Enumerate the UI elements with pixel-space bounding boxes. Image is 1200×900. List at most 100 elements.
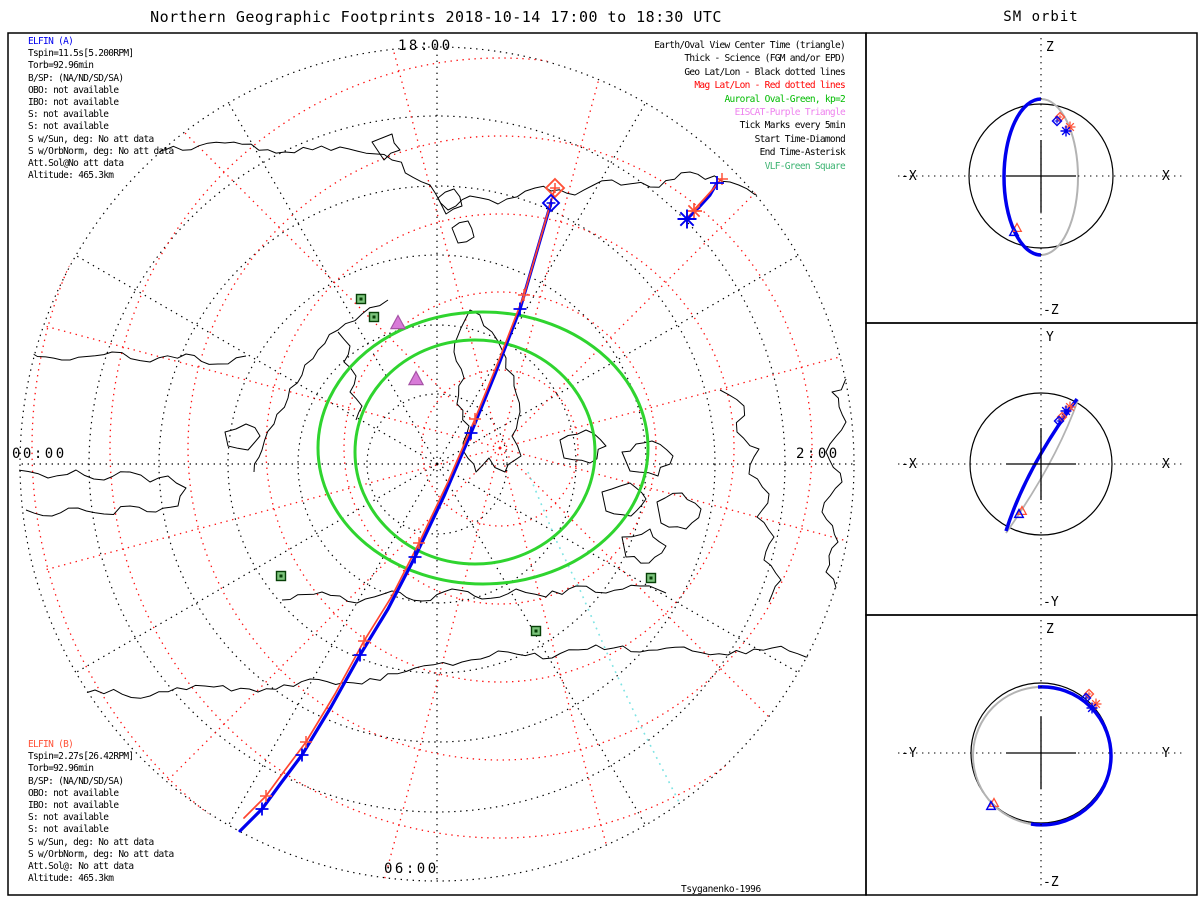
end-asterisk-marker (1060, 405, 1072, 417)
elfin-b-info-line-0: Tspin=2.27s[26.42RPM] (28, 751, 134, 763)
coastline-path (719, 389, 782, 603)
geo-meridian (227, 463, 438, 826)
panel3-axis-left-label: -Y (901, 746, 917, 761)
satellite-footprints (238, 178, 722, 833)
legend-line-5: EISCAT-Purple Triangle (734, 107, 846, 119)
tick-plus-marker (1056, 418, 1062, 424)
mag-meridian (167, 115, 501, 449)
geo-meridian (436, 463, 647, 826)
mag-meridian (499, 115, 833, 449)
mag-meridian (377, 46, 501, 449)
geo-meridian (227, 102, 438, 465)
coastline-path (224, 423, 261, 451)
vlf-square-dot (359, 297, 363, 301)
legend-line-6: Tick Marks every 5min (739, 120, 846, 132)
elfin-a-info-line-2: B/SP: (NA/ND/SD/SA) (28, 72, 124, 84)
elfin-b-info-line-8: S w/OrbNorm, deg: No att data (28, 848, 174, 860)
footprint-track (243, 187, 556, 819)
tick-plus-marker (546, 198, 556, 208)
mag-meridian (499, 447, 855, 571)
geo-lat-circle (19, 46, 855, 882)
start-diamond-marker (1053, 415, 1065, 427)
elfin-a-info-line-5: S: not available (28, 109, 109, 121)
tick-plus-marker (413, 537, 425, 549)
mag-meridian (45, 447, 501, 571)
start-diamond-marker (1051, 115, 1063, 127)
tick-plus-marker (353, 648, 367, 662)
elfin-b-info-line-7: S w/Sun, deg: No att data (28, 836, 154, 848)
vlf-square-dot (649, 576, 653, 580)
end-asterisk-marker (1090, 698, 1102, 710)
elfin-a-info-line-6: S: not available (28, 121, 109, 133)
end-asterisk-marker (686, 203, 702, 219)
mag-meridian (167, 447, 501, 781)
orbit-science-xz (1002, 97, 1042, 257)
elfin-b-info-line-6: S: not available (28, 824, 109, 836)
elfin-a-title: ELFIN (A) (28, 36, 74, 47)
panel1-axis-top-label: Z (1046, 40, 1054, 55)
tick-plus-marker (550, 183, 560, 193)
tick-plus-marker (513, 302, 527, 316)
panel2-axis-left-label: -X (901, 457, 917, 472)
ground-sites (275, 293, 657, 637)
legend-line-0: Earth/Oval View Center Time (triangle) (654, 40, 845, 51)
panel2-axis-top-label: Y (1046, 330, 1054, 345)
mag-lat-circle (31, 46, 855, 882)
elfin-a-info-line-0: Tspin=11.5s[5.200RPM] (28, 48, 134, 60)
mag-meridian (499, 46, 623, 449)
magnetic-grid (31, 46, 855, 882)
mag-meridian (499, 447, 623, 882)
coastline-path (29, 351, 247, 365)
mag-meridian (499, 325, 855, 449)
mag-lat-circle (343, 291, 657, 605)
orbit-rest-xz (1040, 98, 1079, 256)
end-asterisk-marker (1086, 702, 1098, 714)
legend-line-4: Auroral Oval-Green, kp=2 (724, 93, 846, 105)
mlt-dotted-line (527, 471, 689, 821)
start-diamond-marker (544, 177, 566, 199)
legend-line-7: Start Time-Diamond (754, 133, 846, 145)
sm-panel-frame-yz (865, 614, 1198, 896)
coastline-path (601, 482, 647, 517)
triangle-marker (1013, 508, 1025, 519)
triangle-marker (1008, 226, 1020, 237)
tick-plus-marker (464, 426, 478, 440)
triangle-marker (389, 314, 407, 330)
elfin-a-info-line-9: Att.Sol@No att data (28, 158, 124, 170)
coastline-path (39, 644, 855, 701)
vlf-square-dot (372, 315, 376, 319)
triangle-marker (407, 370, 425, 386)
mag-lat-circle (187, 135, 813, 761)
mag-meridian (499, 447, 833, 781)
tick-plus-marker (300, 736, 312, 748)
map-area (19, 46, 855, 882)
footprint-track (238, 201, 553, 833)
panel3-axis-right-label: Y (1162, 746, 1170, 761)
coastline-path (253, 299, 389, 473)
panel1-axis-left-label: -X (901, 169, 917, 184)
legend-line-2: Geo Lat/Lon - Black dotted lines (684, 66, 845, 78)
start-diamond-marker (1056, 411, 1068, 423)
legend-line-8: End Time-Asterisk (759, 147, 846, 159)
vlf-square-dot (279, 574, 283, 578)
elfin-b-info-line-9: Att.Sol@: No att data (28, 861, 134, 873)
tick-plus-marker (295, 748, 309, 762)
triangle-marker (985, 800, 997, 811)
coastline-path (371, 133, 401, 161)
elfin-a-info-line-8: S w/OrbNorm, deg: No att data (28, 145, 174, 157)
end-asterisk-marker (1064, 121, 1076, 133)
panel3-axis-bottom-label: -Z (1043, 875, 1059, 890)
coastline-path (821, 371, 855, 609)
page-title: Northern Geographic Footprints 2018-10-1… (150, 8, 722, 26)
tick-plus-marker (469, 413, 481, 425)
elfin-a-info-line-10: Altitude: 465.3km (28, 170, 114, 182)
coastline-path (337, 331, 363, 421)
tick-plus-marker (710, 176, 724, 190)
coastline-path (621, 528, 667, 564)
elfin-b-info-line-3: OBO: not available (28, 787, 119, 799)
panel1-axis-bottom-label: -Z (1043, 303, 1059, 318)
panel-center-cross (1006, 140, 1076, 212)
mlt-label-bottom: 06:00 (384, 861, 439, 877)
elfin-a-info-line-4: IBO: not available (28, 97, 119, 109)
